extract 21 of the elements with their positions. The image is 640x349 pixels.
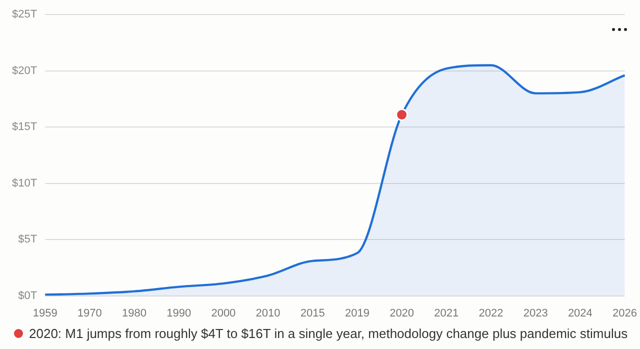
y-tick-label: $20T bbox=[12, 64, 38, 77]
x-tick-label: 1970 bbox=[77, 307, 102, 320]
y-tick-label: $0T bbox=[18, 290, 38, 302]
x-tick-label: 2026 bbox=[612, 307, 638, 320]
x-tick-label: 2022 bbox=[478, 307, 504, 320]
x-tick-label: 1990 bbox=[166, 307, 192, 320]
x-tick-label: 2019 bbox=[344, 307, 370, 320]
y-tick-label: $10T bbox=[12, 177, 38, 190]
y-tick-label: $15T bbox=[12, 121, 38, 134]
x-tick-label: 2010 bbox=[256, 307, 280, 320]
text: 2020: M1 jumps from roughly $4T to $16T in a single year, methodology change plus pandemic stimulus bbox=[29, 326, 628, 341]
x-tick-label: 2020 bbox=[390, 307, 414, 320]
x-tick-label: 2015 bbox=[300, 307, 325, 320]
x-tick-label: 2023 bbox=[523, 307, 548, 320]
y-tick-label: $25T bbox=[12, 8, 38, 21]
x-tick-label: 2024 bbox=[568, 307, 592, 320]
x-tick-label: 1980 bbox=[122, 307, 146, 320]
x-tick-label: 1959 bbox=[32, 307, 58, 320]
y-tick-label: $5T bbox=[18, 234, 38, 246]
x-tick-label: 2021 bbox=[434, 307, 459, 320]
x-tick-label: 2000 bbox=[211, 307, 236, 320]
